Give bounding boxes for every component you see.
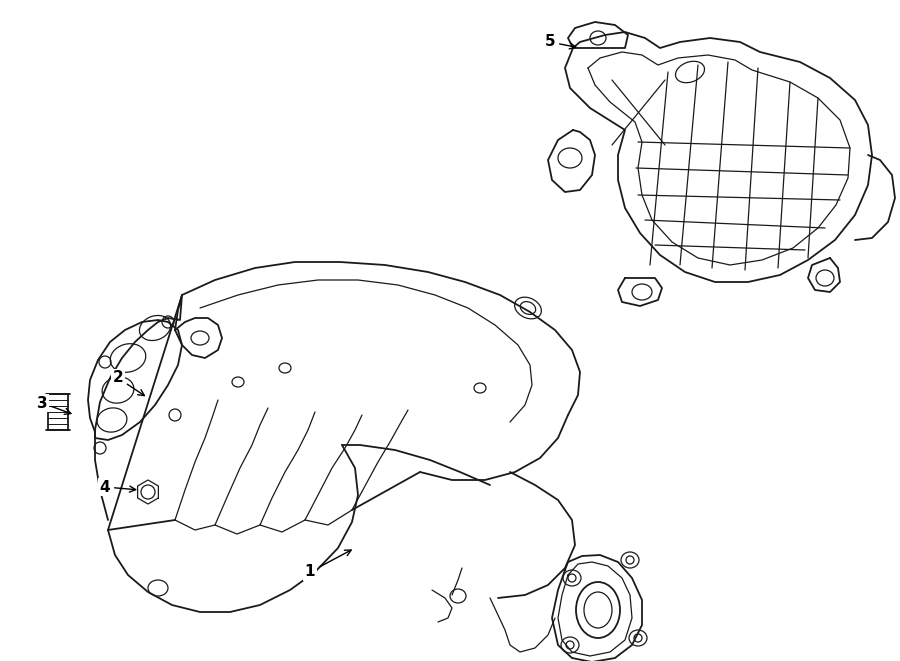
Text: 1: 1 <box>305 550 351 580</box>
Text: 5: 5 <box>544 34 576 50</box>
Text: 4: 4 <box>100 479 136 494</box>
Text: 2: 2 <box>112 371 144 395</box>
Text: 3: 3 <box>37 395 71 414</box>
